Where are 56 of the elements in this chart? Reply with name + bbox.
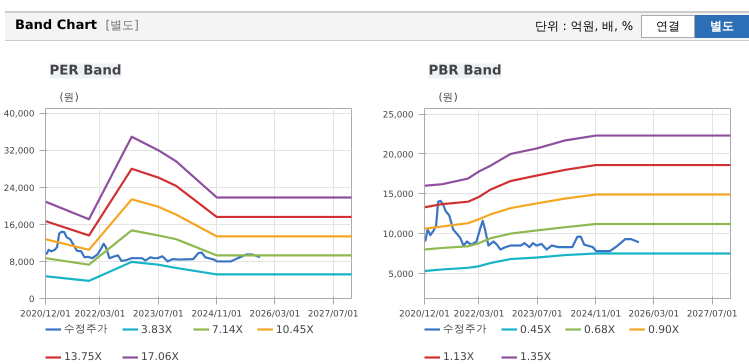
x-tick-label: 2023/07/01 xyxy=(132,310,184,320)
legend-label: 17.06X xyxy=(141,350,179,363)
legend-label: 13.75X xyxy=(64,350,102,363)
legend-label: 수정주가 xyxy=(443,322,487,336)
legend-label: 0.45X xyxy=(520,322,552,336)
y-tick-label: 8,000 xyxy=(9,258,35,268)
y-tick-label: 5,000 xyxy=(388,270,414,280)
x-tick-label: 2026/03/01 xyxy=(250,310,300,320)
y-axis-title: (원) xyxy=(60,90,79,104)
legend-label: 0.90X xyxy=(648,322,680,336)
text: 별도 xyxy=(695,14,749,38)
line-series xyxy=(424,200,640,252)
y-tick-label: 20,000 xyxy=(382,150,414,160)
line-series xyxy=(424,252,730,272)
y-tick-label: 16,000 xyxy=(4,220,35,231)
x-tick-label: 2022/03/01 xyxy=(74,310,126,320)
line-series xyxy=(424,222,730,251)
legend-label: 0.68X xyxy=(584,322,616,336)
x-tick-label: 2027/07/01 xyxy=(686,310,738,320)
x-tick-label: 2027/07/01 xyxy=(308,310,359,320)
legend-label: 수정주가 xyxy=(64,322,108,336)
y-tick-label: 0 xyxy=(28,295,35,305)
text: Band Chart xyxy=(15,18,97,34)
x-tick-label: 2023/07/01 xyxy=(512,310,563,320)
y-tick-label: 24,000 xyxy=(4,184,35,194)
x-tick-label: 2024/11/01 xyxy=(570,310,622,320)
chart-title: PER Band xyxy=(50,64,122,78)
legend-label: 1.13X xyxy=(443,350,474,363)
line-series xyxy=(424,164,730,208)
x-tick-label: 2026/03/01 xyxy=(628,310,680,320)
text: [별도] xyxy=(106,18,139,32)
x-tick-label: 2022/03/01 xyxy=(454,310,504,320)
legend-label: 1.35X xyxy=(520,350,552,363)
legend-label: 7.14X xyxy=(212,322,243,336)
y-tick-label: 25,000 xyxy=(382,110,414,121)
line-series xyxy=(46,260,352,282)
line-series xyxy=(424,134,730,187)
y-tick-label: 10,000 xyxy=(382,230,414,240)
chart-title: PBR Band xyxy=(428,64,502,78)
x-tick-label: 2020/12/01 xyxy=(20,310,71,320)
text: 단위 : 억원, 배, % xyxy=(534,18,634,33)
line-series xyxy=(46,198,352,251)
text: 연결 xyxy=(641,14,695,38)
y-tick-label: 40,000 xyxy=(4,110,35,120)
x-tick-label: 2020/12/01 xyxy=(399,310,450,320)
line-series xyxy=(46,168,352,237)
line-series xyxy=(46,229,352,266)
line-series xyxy=(424,193,730,230)
line-series xyxy=(46,136,352,220)
y-axis-title: (원) xyxy=(438,90,458,104)
y-tick-label: 15,000 xyxy=(382,190,414,200)
legend-label: 3.83X xyxy=(141,322,172,336)
legend-label: 10.45X xyxy=(276,322,314,336)
x-tick-label: 2024/11/01 xyxy=(191,310,242,320)
line-series xyxy=(46,230,262,263)
y-tick-label: 32,000 xyxy=(4,146,35,157)
